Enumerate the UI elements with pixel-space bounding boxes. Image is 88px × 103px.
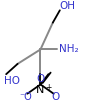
Text: O: O [51, 92, 60, 102]
Text: NH₂: NH₂ [59, 44, 79, 54]
Text: O: O [36, 74, 45, 84]
Text: OH: OH [60, 1, 76, 11]
Text: +: + [45, 83, 52, 92]
Text: ⁻O: ⁻O [19, 92, 32, 102]
Text: N: N [36, 85, 45, 95]
Text: HO: HO [4, 76, 20, 86]
